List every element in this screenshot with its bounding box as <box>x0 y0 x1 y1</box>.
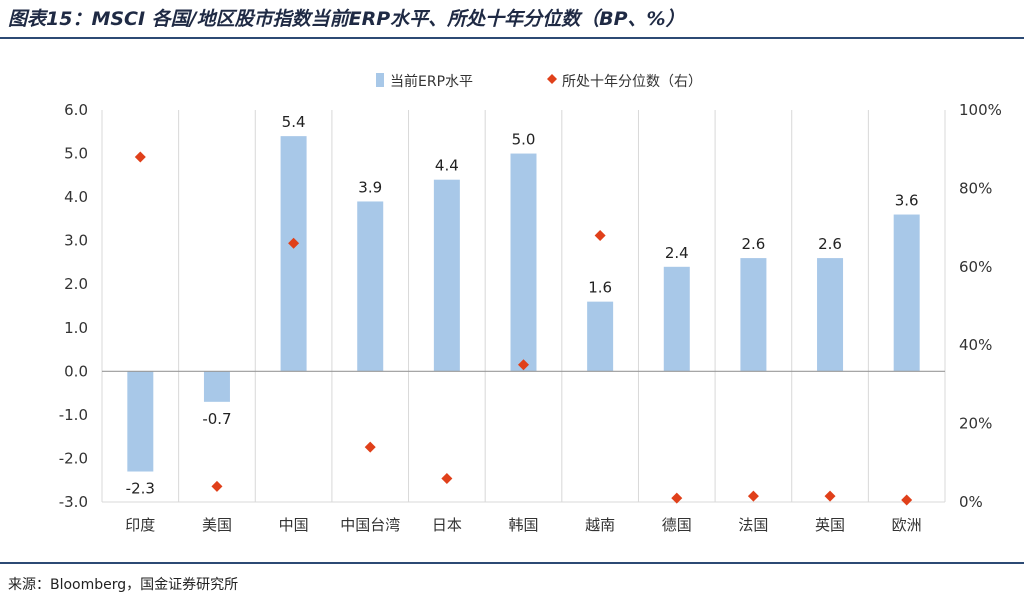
left-axis-tick-label: 3.0 <box>64 232 88 250</box>
erp-chart: -2.3 -0.7 5.4 3.9 4.4 5.0 1.6 2.4 2.6 2.6 3.6 6.0 5… <box>59 73 1002 534</box>
legend-swatch-erp <box>376 73 384 87</box>
bar <box>740 258 767 372</box>
bar-data-label: 1.6 <box>588 279 612 297</box>
category-label: 越南 <box>585 516 615 534</box>
right-axis-tick-label: 60% <box>959 258 992 276</box>
category-label: 欧洲 <box>892 516 922 534</box>
bar <box>203 371 230 402</box>
bar-data-label: -0.7 <box>202 410 231 428</box>
bar <box>817 258 844 372</box>
title-divider <box>0 37 1024 39</box>
left-axis-tick-label: -3.0 <box>59 493 88 511</box>
bar-layer <box>127 136 920 472</box>
percentile-marker <box>594 229 606 241</box>
bar <box>510 153 537 372</box>
left-axis-tick-label: 2.0 <box>64 275 88 293</box>
bar <box>587 301 614 372</box>
bar <box>663 266 690 372</box>
category-label: 韩国 <box>508 516 538 534</box>
bar <box>357 201 384 372</box>
legend-label-percentile: 所处十年分位数（右） <box>562 74 702 90</box>
bar-data-label: 5.4 <box>282 113 306 131</box>
left-axis-tick-label: 1.0 <box>64 319 88 337</box>
source-note: 来源：Bloomberg，国金证券研究所 <box>8 577 239 593</box>
bar-data-label: 5.0 <box>512 131 536 149</box>
right-axis-tick-label: 80% <box>959 179 992 197</box>
legend: 当前ERP水平 所处十年分位数（右） <box>376 73 702 90</box>
bar <box>280 136 307 372</box>
bar <box>433 179 460 372</box>
bar-data-label: 4.4 <box>435 157 459 175</box>
category-label: 中国 <box>279 516 309 534</box>
page-title: 图表15：MSCI 各国/地区股市指数当前ERP水平、所处十年分位数（BP、%） <box>8 8 685 30</box>
bar <box>893 214 920 372</box>
percentile-marker <box>364 441 376 453</box>
right-axis-tick-label: 20% <box>959 415 992 433</box>
grid-layer <box>101 110 946 503</box>
axis-layer: 6.0 5.0 4.0 3.0 2.0 1.0 0.0 -1.0 -2.0 -3.0 100% 80%… <box>59 101 1002 534</box>
left-axis-tick-label: 4.0 <box>64 188 88 206</box>
category-label: 印度 <box>125 516 155 534</box>
bar-data-label: 3.6 <box>895 192 919 210</box>
category-label: 德国 <box>662 516 692 534</box>
legend-label-erp: 当前ERP水平 <box>390 73 473 90</box>
percentile-marker <box>747 490 759 502</box>
category-label: 日本 <box>432 516 462 534</box>
right-axis-tick-label: 100% <box>959 101 1002 119</box>
percentile-marker <box>211 480 223 492</box>
right-axis-tick-label: 0% <box>959 493 983 511</box>
category-label: 法国 <box>738 516 768 534</box>
percentile-marker <box>901 494 913 506</box>
left-axis-tick-label: 6.0 <box>64 101 88 119</box>
bar-data-label: 2.4 <box>665 244 689 262</box>
left-axis-tick-label: -1.0 <box>59 406 88 424</box>
percentile-marker <box>288 237 300 249</box>
bar-data-label: 2.6 <box>741 235 765 253</box>
left-axis-tick-label: -2.0 <box>59 449 88 467</box>
marker-layer <box>134 151 913 506</box>
percentile-marker <box>441 472 453 484</box>
right-axis-tick-label: 40% <box>959 336 992 354</box>
category-label: 中国台湾 <box>340 516 400 534</box>
bar-data-label: -2.3 <box>126 480 155 498</box>
category-label: 英国 <box>815 516 845 534</box>
bar-data-label: 3.9 <box>358 178 382 196</box>
legend-swatch-percentile <box>547 74 557 84</box>
left-axis-tick-label: 0.0 <box>64 362 88 380</box>
category-label: 美国 <box>202 516 232 534</box>
percentile-marker <box>134 151 146 163</box>
left-axis-tick-label: 5.0 <box>64 145 88 163</box>
percentile-marker <box>518 359 529 371</box>
percentile-marker <box>824 490 836 502</box>
bar <box>127 371 154 472</box>
footer-divider <box>0 562 1024 564</box>
label-layer: -2.3 -0.7 5.4 3.9 4.4 5.0 1.6 2.4 2.6 2.6 3.6 <box>126 113 919 497</box>
percentile-marker <box>671 492 683 504</box>
bar-data-label: 2.6 <box>818 235 842 253</box>
